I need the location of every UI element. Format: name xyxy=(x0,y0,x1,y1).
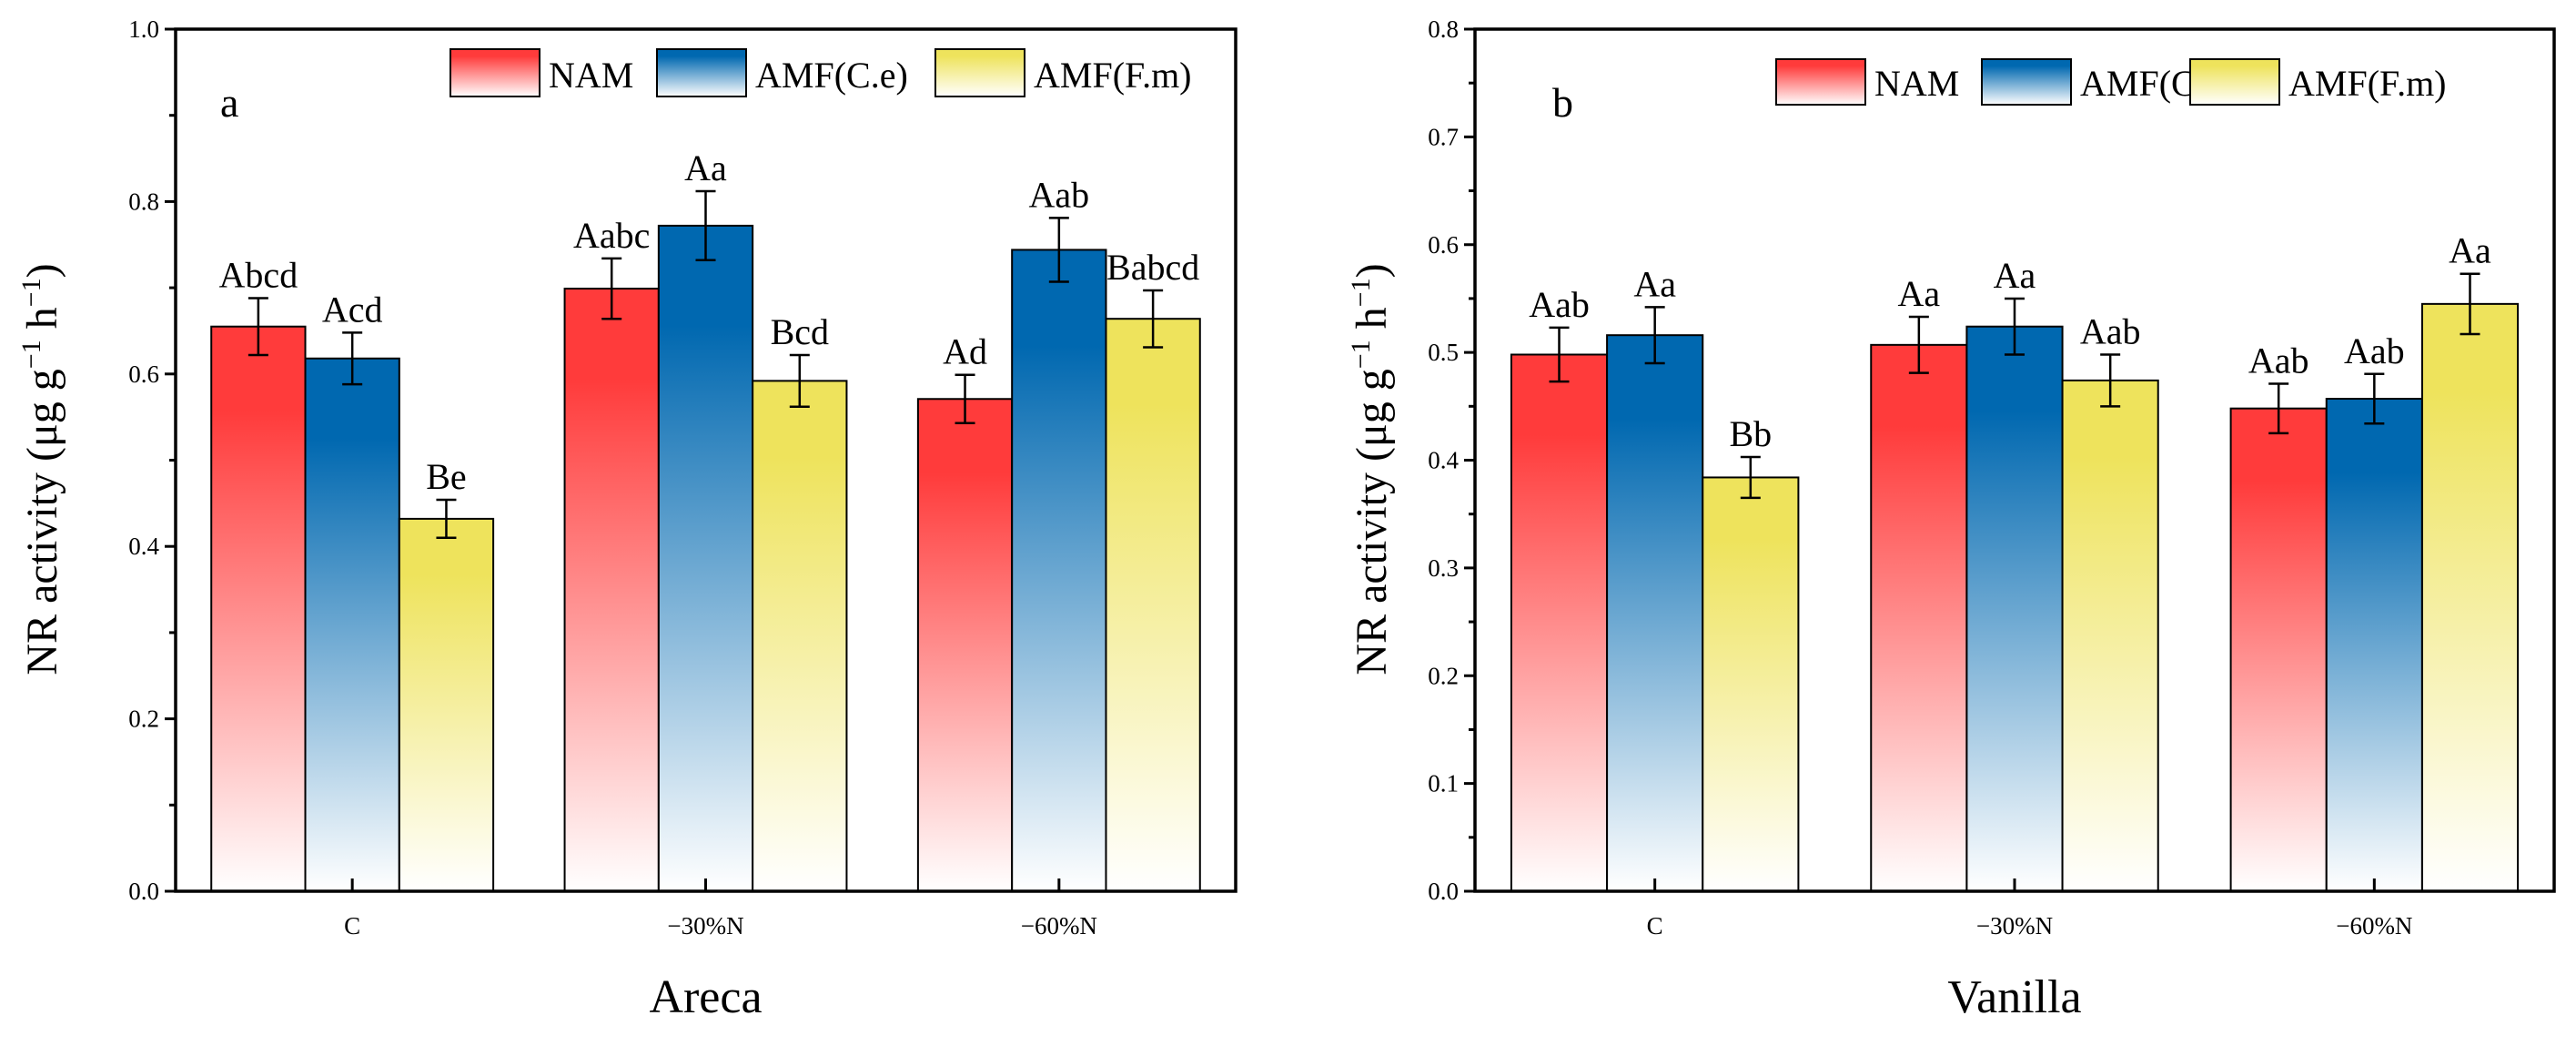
panel-b-chart: Aab Aa Aab Aa Aa Aab Bb Aab Aa 0.0 0.1 0.2 0.3 0.4 0.5… xyxy=(1346,15,2556,1023)
y-tick-label: 0.5 xyxy=(1428,339,1459,366)
bar xyxy=(563,288,660,892)
significance-label: Aa xyxy=(684,147,727,188)
significance-label: Aab xyxy=(1529,284,1590,325)
significance-label: Be xyxy=(426,456,466,497)
y-axis-title-part: ) xyxy=(1348,263,1396,278)
bar xyxy=(1870,343,1968,892)
significance-label: Aa xyxy=(1994,255,2036,296)
significance-label: Bcd xyxy=(771,311,829,352)
legend-swatch xyxy=(1981,58,2072,106)
y-tick-label: 0.0 xyxy=(1428,878,1459,905)
y-tick-label: 0.6 xyxy=(1428,231,1459,259)
y-tick-label: 0.1 xyxy=(1428,770,1459,797)
x-tick-label: −60%N xyxy=(1021,912,1097,939)
y-tick-label: 0.8 xyxy=(128,188,159,215)
x-tick-label: C xyxy=(1647,912,1663,939)
bar xyxy=(304,357,400,892)
legend-label: NAM xyxy=(549,55,633,96)
y-tick-label: 0.8 xyxy=(1428,15,1459,43)
significance-label: Aab xyxy=(1029,174,1090,215)
x-tick-label: −60%N xyxy=(2336,912,2412,939)
panel-label: a xyxy=(220,79,238,126)
significance-label: Aa xyxy=(1898,273,1941,314)
bar xyxy=(1965,325,2064,892)
bar xyxy=(752,380,848,893)
y-axis-title-part: NR activity (μg g xyxy=(1348,369,1396,675)
legend-swatch xyxy=(656,48,747,97)
panel-label: b xyxy=(1552,79,1573,126)
significance-label: Aabc xyxy=(573,215,650,256)
y-axis-title: NR activity (μg g−1 h−1) xyxy=(16,263,66,675)
bar xyxy=(210,325,307,892)
y-tick-label: 0.2 xyxy=(1428,662,1459,689)
bar xyxy=(1105,318,1201,892)
x-tick-label: −30%N xyxy=(667,912,743,939)
x-tick-label: C xyxy=(344,912,360,939)
significance-label: Aa xyxy=(1633,263,1676,304)
bar xyxy=(2325,398,2423,892)
y-tick-label: 0.6 xyxy=(128,361,159,388)
significance-label: Bb xyxy=(1729,413,1772,454)
panel-a-chart: Abcd Aabc Ad Acd Aa Aab Be Bcd Babcd 0.0 0.2 0.4 0.6… xyxy=(16,15,1237,1023)
bar xyxy=(398,517,495,892)
y-axis-title-part: NR activity (μg g xyxy=(18,369,66,675)
y-axis-title: NR activity (μg g−1 h−1) xyxy=(1346,263,1396,675)
significance-label: Abcd xyxy=(219,254,298,295)
legend-label: AMF(C.e) xyxy=(755,55,908,96)
significance-label: Aab xyxy=(2080,310,2141,351)
significance-label: Aab xyxy=(2248,340,2309,381)
legend-swatch xyxy=(934,48,1025,97)
y-tick-label: 1.0 xyxy=(128,15,159,43)
bar xyxy=(1702,476,1800,892)
y-axis-title-part: h xyxy=(1348,307,1396,340)
bar xyxy=(657,224,754,892)
y-axis-title-part: −1 xyxy=(1346,278,1376,307)
y-tick-label: 0.0 xyxy=(128,878,159,905)
significance-label: Aa xyxy=(2449,230,2491,271)
x-tick-label: −30%N xyxy=(1976,912,2053,939)
x-axis-title: Areca xyxy=(649,971,762,1023)
y-tick-label: 0.3 xyxy=(1428,554,1459,582)
legend-label: AMF(F.m) xyxy=(1034,55,1192,96)
significance-label: Acd xyxy=(322,289,383,330)
bar xyxy=(1011,249,1107,892)
legend-swatch xyxy=(450,48,540,97)
legend-label: AMF(F.m) xyxy=(2288,63,2447,104)
y-tick-label: 0.7 xyxy=(1428,123,1459,150)
y-axis-title-part: ) xyxy=(18,263,66,278)
bar xyxy=(2420,302,2520,892)
bar xyxy=(2061,379,2159,892)
y-axis-title-part: h xyxy=(18,307,66,340)
bar xyxy=(916,398,1014,892)
bar xyxy=(1606,334,1704,892)
significance-label: Aab xyxy=(2344,330,2405,371)
legend-swatch xyxy=(1775,58,1866,106)
significance-label: Ad xyxy=(943,331,987,372)
y-tick-label: 0.4 xyxy=(128,533,159,560)
y-axis-title-part: −1 xyxy=(16,340,46,369)
x-axis-title: Vanilla xyxy=(1947,971,2081,1023)
bar xyxy=(1510,353,1609,892)
significance-label: Babcd xyxy=(1106,247,1199,288)
bar xyxy=(2229,407,2328,892)
y-tick-label: 0.2 xyxy=(128,706,159,733)
legend-swatch xyxy=(2189,58,2280,106)
y-tick-label: 0.4 xyxy=(1428,447,1459,474)
y-axis-title-part: −1 xyxy=(16,278,46,307)
legend-label: NAM xyxy=(1874,63,1959,104)
y-axis-title-part: −1 xyxy=(1346,340,1376,369)
